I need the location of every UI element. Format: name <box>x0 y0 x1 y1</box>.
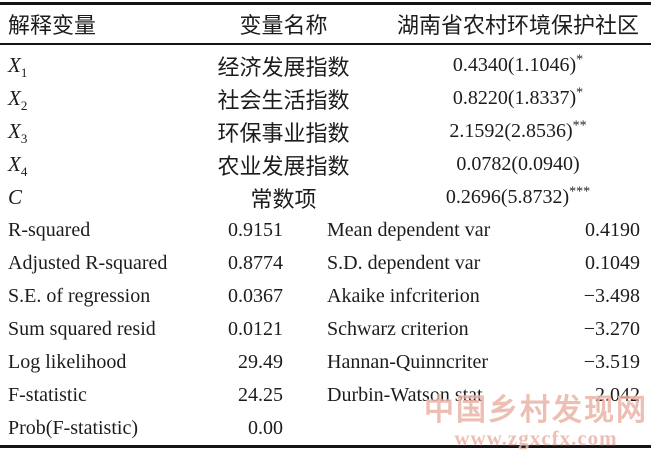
stat-label: R-squared <box>8 219 91 241</box>
table-row: F-statistic 24.25 Durbin-Watson stat 2.0… <box>0 379 651 412</box>
stat-label: Schwarz criterion <box>327 318 469 340</box>
table-row: R-squared 0.9151 Mean dependent var 0.41… <box>0 214 651 247</box>
stat-value: 0.1049 <box>585 252 640 274</box>
variable-name: 农业发展指数 <box>217 153 350 179</box>
stat-label: F-statistic <box>8 384 87 406</box>
variable-name: 社会生活指数 <box>217 87 350 113</box>
table-row: X4 农业发展指数 0.0782(0.0940) <box>0 148 651 181</box>
symbol-subscript: 1 <box>20 65 28 81</box>
coefficient-number: 2.1592(2.8536) <box>449 120 573 142</box>
coefficient-value: 0.8220(1.8337)* <box>385 85 651 110</box>
table-bottom-border <box>0 445 651 448</box>
stat-value: 29.49 <box>238 351 283 373</box>
stat-value: 0.8774 <box>228 252 283 274</box>
header-hunan-community: 湖南省农村环境保护社区 <box>396 13 639 38</box>
table-row: C 常数项 0.2696(5.8732)*** <box>0 181 651 214</box>
stat-label: Prob(F-statistic) <box>8 417 138 439</box>
table-row: Adjusted R-squared 0.8774 S.D. dependent… <box>0 247 651 280</box>
coefficient-number: 0.0782(0.0940) <box>456 153 580 175</box>
coefficient-value: 0.2696(5.8732)*** <box>385 184 651 209</box>
symbol-letter: X <box>8 53 21 77</box>
stat-label: Akaike infcriterion <box>327 285 480 307</box>
coefficient-value: 0.0782(0.0940) <box>385 153 651 176</box>
variable-name: 环保事业指数 <box>217 120 350 146</box>
significance-stars: ** <box>572 118 587 134</box>
coefficient-value: 0.4340(1.1046)* <box>385 52 651 77</box>
stat-label: Hannan-Quinncriter <box>327 351 489 373</box>
stat-value: 0.4190 <box>585 219 640 241</box>
fit-statistics-section: R-squared 0.9151 Mean dependent var 0.41… <box>0 214 651 445</box>
stat-label: S.E. of regression <box>8 285 151 307</box>
variable-name: 经济发展指数 <box>217 54 350 80</box>
variable-symbol: C <box>0 185 182 210</box>
stat-value: 0.00 <box>248 417 283 439</box>
stat-value: 0.0121 <box>228 318 283 340</box>
table-header-row: 解释变量 变量名称 湖南省农村环境保护社区 <box>0 5 651 43</box>
stat-label: Mean dependent var <box>327 219 491 241</box>
symbol-letter: X <box>8 152 21 176</box>
coefficient-value: 2.1592(2.8536)** <box>385 118 651 143</box>
significance-stars: * <box>576 85 584 101</box>
variable-symbol: X4 <box>0 152 182 180</box>
table-row: Sum squared resid 0.0121 Schwarz criteri… <box>0 313 651 346</box>
symbol-subscript: 2 <box>20 98 28 114</box>
symbol-letter: X <box>8 86 21 110</box>
stat-value: −3.498 <box>583 285 640 307</box>
stat-label: Log likelihood <box>8 351 127 373</box>
table-row: Prob(F-statistic) 0.00 <box>0 412 651 445</box>
significance-stars: *** <box>569 184 591 200</box>
stat-label: Durbin-Watson stat <box>327 384 483 406</box>
symbol-subscript: 4 <box>20 164 28 180</box>
stat-value: 0.9151 <box>228 219 283 241</box>
stat-value: −3.270 <box>583 318 640 340</box>
significance-stars: * <box>576 52 584 68</box>
stat-value: 24.25 <box>238 384 283 406</box>
stat-label: S.D. dependent var <box>327 252 481 274</box>
stat-value: 2.042 <box>595 384 640 406</box>
table-top-border <box>0 2 651 5</box>
header-variable-name: 变量名称 <box>239 13 328 38</box>
table-row: S.E. of regression 0.0367 Akaike infcrit… <box>0 280 651 313</box>
coefficient-number: 0.4340(1.1046) <box>452 54 577 76</box>
table-row: X3 环保事业指数 2.1592(2.8536)** <box>0 115 651 148</box>
variable-symbol: X1 <box>0 53 182 81</box>
coefficient-number: 0.8220(1.8337) <box>452 87 577 109</box>
header-explanatory-variable: 解释变量 <box>8 13 97 38</box>
variable-name: 常数项 <box>250 186 317 212</box>
stat-value: 0.0367 <box>228 285 283 307</box>
symbol-letter: X <box>8 119 21 143</box>
symbol-subscript: 3 <box>20 131 28 147</box>
stat-label: Sum squared resid <box>8 318 156 340</box>
symbol-letter: C <box>8 185 23 209</box>
stat-label: Adjusted R-squared <box>8 252 168 274</box>
table-row: X2 社会生活指数 0.8220(1.8337)* <box>0 82 651 115</box>
stat-value: −3.519 <box>583 351 640 373</box>
variable-symbol: X2 <box>0 86 182 114</box>
variable-symbol: X3 <box>0 119 182 147</box>
coefficient-number: 0.2696(5.8732) <box>445 186 570 208</box>
table-row: X1 经济发展指数 0.4340(1.1046)* <box>0 49 651 82</box>
table-row: Log likelihood 29.49 Hannan-Quinncriter … <box>0 346 651 379</box>
coefficient-section: X1 经济发展指数 0.4340(1.1046)* X2 社会生活指数 0.82… <box>0 45 651 214</box>
header-separator-line <box>0 43 651 45</box>
